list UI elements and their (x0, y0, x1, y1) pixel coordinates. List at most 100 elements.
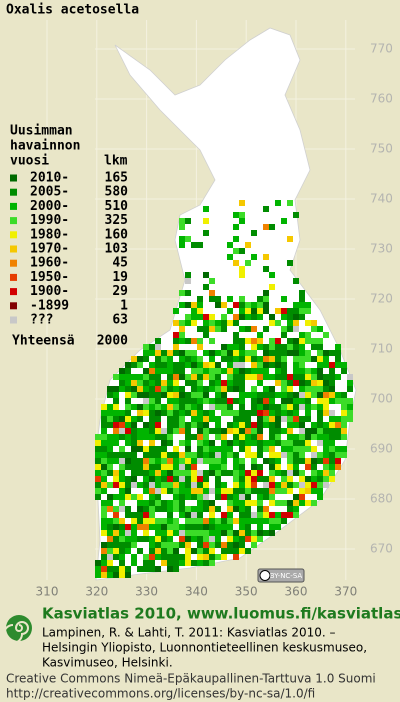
occurrence-cell (281, 308, 287, 314)
occurrence-cell (311, 482, 317, 488)
occurrence-cell (191, 518, 197, 524)
occurrence-cell (305, 428, 311, 434)
occurrence-cell (107, 506, 113, 512)
occurrence-cell (239, 524, 245, 530)
occurrence-cell (281, 500, 287, 506)
occurrence-cell (257, 452, 263, 458)
occurrence-cell (215, 428, 221, 434)
occurrence-cell (209, 458, 215, 464)
occurrence-cell (263, 440, 269, 446)
occurrence-cell (173, 320, 179, 326)
occurrence-cell (263, 410, 269, 416)
occurrence-cell (161, 506, 167, 512)
occurrence-cell (203, 440, 209, 446)
occurrence-cell (293, 314, 299, 320)
occurrence-cell (263, 344, 269, 350)
occurrence-cell (203, 536, 209, 542)
occurrence-cell (263, 368, 269, 374)
occurrence-cell (191, 512, 197, 518)
occurrence-cell (233, 212, 239, 218)
occurrence-cell (143, 464, 149, 470)
occurrence-cell (125, 482, 131, 488)
occurrence-cell (203, 470, 209, 476)
occurrence-cell (191, 314, 197, 320)
occurrence-cell (299, 416, 305, 422)
occurrence-cell (311, 374, 317, 380)
occurrence-cell (323, 392, 329, 398)
occurrence-cell (203, 272, 209, 278)
occurrence-cell (251, 344, 257, 350)
occurrence-cell (185, 470, 191, 476)
occurrence-cell (107, 524, 113, 530)
occurrence-cell (275, 362, 281, 368)
occurrence-cell (269, 416, 275, 422)
occurrence-cell (341, 368, 347, 374)
occurrence-cell (257, 314, 263, 320)
occurrence-cell (137, 434, 143, 440)
occurrence-cell (101, 404, 107, 410)
occurrence-cell (329, 452, 335, 458)
legend-swatch (10, 273, 17, 281)
occurrence-cell (317, 488, 323, 494)
occurrence-cell (113, 506, 119, 512)
occurrence-cell (95, 560, 101, 566)
badge-icon (259, 570, 271, 581)
citation-line: Helsingin Yliopisto, Luonnontieteellinen… (42, 641, 367, 655)
occurrence-cell (119, 434, 125, 440)
occurrence-cell (239, 404, 245, 410)
occurrence-cell (173, 566, 179, 572)
occurrence-cell (161, 428, 167, 434)
occurrence-cell (191, 536, 197, 542)
occurrence-cell (239, 212, 245, 218)
occurrence-cell (173, 350, 179, 356)
occurrence-cell (143, 482, 149, 488)
occurrence-cell (149, 398, 155, 404)
occurrence-cell (167, 512, 173, 518)
occurrence-cell (191, 320, 197, 326)
occurrence-cell (263, 518, 269, 524)
occurrence-cell (227, 530, 233, 536)
occurrence-cell (233, 224, 239, 230)
occurrence-cell (179, 560, 185, 566)
occurrence-cell (323, 332, 329, 338)
occurrence-cell (335, 344, 341, 350)
occurrence-cell (335, 446, 341, 452)
occurrence-cell (215, 350, 221, 356)
occurrence-cell (227, 380, 233, 386)
occurrence-cell (197, 542, 203, 548)
occurrence-cell (179, 374, 185, 380)
occurrence-cell (233, 428, 239, 434)
occurrence-cell (251, 404, 257, 410)
y-grid-label: 750 (370, 142, 393, 156)
occurrence-cell (215, 392, 221, 398)
occurrence-cell (161, 410, 167, 416)
occurrence-cell (275, 470, 281, 476)
occurrence-cell (197, 554, 203, 560)
occurrence-cell (185, 404, 191, 410)
occurrence-cell (143, 560, 149, 566)
occurrence-cell (269, 422, 275, 428)
occurrence-cell (251, 308, 257, 314)
occurrence-cell (179, 464, 185, 470)
occurrence-cell (119, 554, 125, 560)
occurrence-cell (317, 398, 323, 404)
occurrence-cell (119, 416, 125, 422)
y-grid-label: 720 (370, 292, 393, 306)
occurrence-cell (329, 374, 335, 380)
occurrence-cell (209, 506, 215, 512)
occurrence-cell (269, 500, 275, 506)
occurrence-cell (167, 356, 173, 362)
occurrence-cell (125, 524, 131, 530)
occurrence-cell (161, 464, 167, 470)
occurrence-cell (317, 470, 323, 476)
occurrence-cell (305, 308, 311, 314)
occurrence-cell (203, 320, 209, 326)
occurrence-cell (113, 398, 119, 404)
occurrence-cell (107, 434, 113, 440)
occurrence-cell (137, 374, 143, 380)
occurrence-cell (305, 356, 311, 362)
occurrence-cell (119, 524, 125, 530)
occurrence-cell (311, 434, 317, 440)
legend-label: ??? (30, 313, 53, 328)
occurrence-cell (233, 542, 239, 548)
